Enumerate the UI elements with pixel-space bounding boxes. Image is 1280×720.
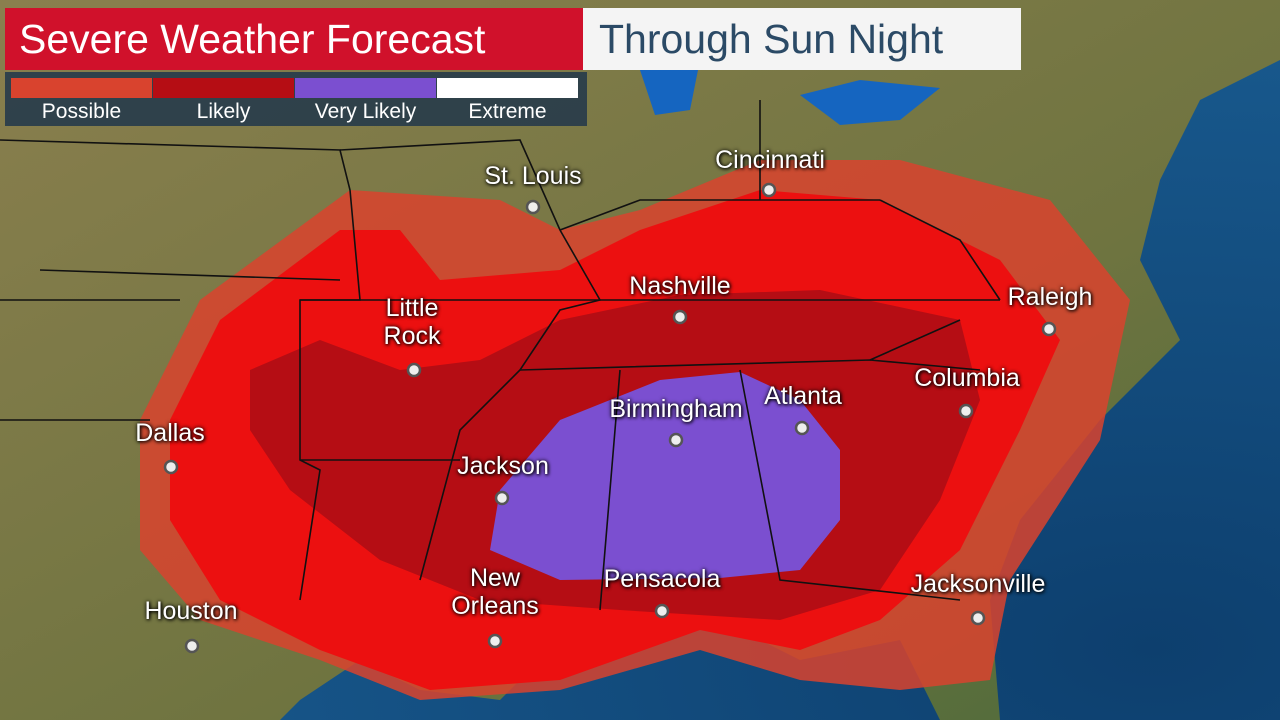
city-marker xyxy=(672,309,688,325)
city-marker xyxy=(184,638,200,654)
city-marker xyxy=(494,490,510,506)
city-marker xyxy=(487,633,503,649)
city-marker xyxy=(958,403,974,419)
city-label: Atlanta xyxy=(764,382,842,410)
city-label: Jacksonville xyxy=(910,570,1046,598)
lake xyxy=(640,60,700,115)
city-label: Jackson xyxy=(457,452,549,480)
city-label: Little Rock xyxy=(383,294,441,350)
city-label: Cincinnati xyxy=(715,146,825,174)
legend: Possible Likely Very Likely Extreme xyxy=(5,72,587,126)
city-marker xyxy=(525,199,541,215)
legend-swatch xyxy=(153,78,294,98)
city-marker xyxy=(406,362,422,378)
legend-label: Extreme xyxy=(468,100,547,123)
legend-swatch xyxy=(437,78,578,98)
title: Severe Weather Forecast xyxy=(5,8,583,70)
city-marker xyxy=(668,432,684,448)
city-label: Houston xyxy=(144,597,238,625)
city-marker xyxy=(654,603,670,619)
legend-label: Possible xyxy=(41,100,122,123)
legend-label: Likely xyxy=(196,100,251,123)
risk-very-likely xyxy=(490,372,840,580)
legend-swatch xyxy=(295,78,436,98)
city-label: Nashville xyxy=(629,272,731,300)
city-label: Birmingham xyxy=(609,395,743,423)
city-label: New Orleans xyxy=(451,564,539,620)
legend-label: Very Likely xyxy=(314,100,417,123)
city-label: St. Louis xyxy=(484,162,582,190)
lake xyxy=(800,80,940,125)
city-label: Raleigh xyxy=(1007,283,1093,311)
state-borders xyxy=(0,100,1001,611)
city-marker xyxy=(1041,321,1057,337)
legend-swatch xyxy=(11,78,152,98)
city-marker xyxy=(794,420,810,436)
city-label: Dallas xyxy=(135,419,205,447)
subtitle: Through Sun Night xyxy=(583,8,1021,70)
city-marker xyxy=(163,459,179,475)
city-marker xyxy=(970,610,986,626)
city-marker xyxy=(761,182,777,198)
city-label: Pensacola xyxy=(603,565,721,593)
city-label: Columbia xyxy=(914,364,1020,392)
